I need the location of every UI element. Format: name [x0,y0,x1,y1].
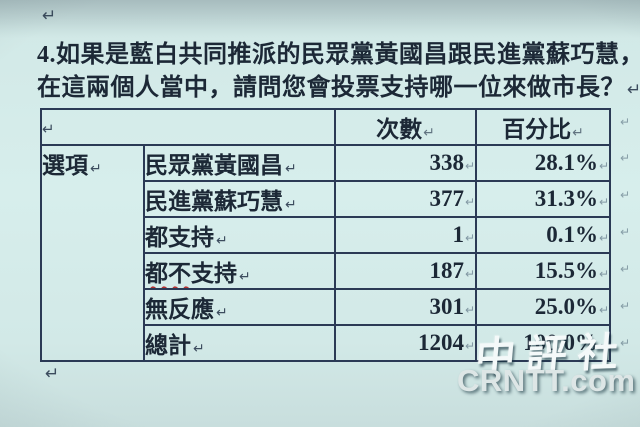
cell-end-mark-icon: ↵ [598,159,609,173]
count-value: 187 [429,258,464,283]
table-row: 都支持 ↵ 1↵ 0.1%↵ [41,216,611,254]
row-end-mark-icon: ↵ [620,225,631,239]
row-end-mark-icon: ↵ [620,188,631,202]
paragraph-mark-icon: ↵ [239,269,251,285]
cell-end-mark-icon: ↵ [464,339,475,353]
percent-cell: 15.5%↵ [475,252,611,290]
row-end-mark-icon: ↵ [620,115,631,129]
cell-end-mark-icon: ↵ [598,303,609,317]
header-blank-cell: ↵ [40,108,336,146]
cell-end-mark-icon: ↵ [464,159,475,173]
table-row: 選項 ↵ 民眾黨黃國昌 ↵ 338↵ 28.1%↵ [40,144,611,362]
row-end-mark-icon: ↵ [620,262,631,276]
percent-value: 0.1% [546,222,598,247]
row-end-mark-icon: ↵ [620,299,631,313]
count-cell: 187↵ [334,252,477,290]
cell-end-mark-icon: ↵ [464,267,475,281]
option-cell: 都不支持 ↵ [143,252,336,290]
cell-end-mark-icon: ↵ [598,231,609,245]
total-percent-value: 100.0% [523,330,598,355]
count-cell: 338↵ [334,144,477,182]
option-label: 都支持 [145,225,214,250]
paragraph-mark-bottom: ↵ [45,364,60,384]
percent-cell: 25.0%↵ [475,288,611,326]
count-value: 301 [429,294,464,319]
table-row: 都不支持 ↵ 187↵ 15.5%↵ [41,252,611,290]
row-end-mark-icon: ↵ [620,151,631,165]
option-label: 民眾黨黃國昌 [145,153,283,178]
results-table: ↵ 次數↵ 百分比↵ 選項 ↵ 民眾黨黃國昌 ↵ 338↵ 28.1%↵ 民進黨蘇巧… [40,108,611,362]
paragraph-mark-icon: ↵ [42,120,55,138]
count-value: 338 [429,150,464,175]
cell-end-mark-icon: ↵ [598,267,609,281]
watermark-crntt: CRNTT.com [457,363,636,398]
question-line-1: 4.如果是藍白共同推派的民眾黨黃國昌跟民進黨蘇巧慧， [37,42,640,68]
header-percent-cell: 百分比↵ [475,108,611,146]
option-cell: 總計 ↵ [143,324,336,362]
option-cell: 民進黨蘇巧慧 ↵ [143,180,336,218]
cell-end-mark-icon: ↵ [464,231,475,245]
percent-cell: 100.0%↵ [475,324,611,362]
count-column-label: 次數 [376,117,423,142]
header-count-cell: 次數↵ [334,108,477,146]
option-cell: 無反應 ↵ [143,288,336,326]
cell-end-mark-icon: ↵ [464,303,475,317]
row-group-cell: 選項 ↵ [40,144,145,362]
paragraph-mark-icon: ↵ [216,305,228,321]
paragraph-mark-top: ↵ [42,6,57,26]
count-value: 1 [452,222,464,247]
paragraph-mark-icon: ↵ [285,161,297,177]
paragraph-mark-icon: ↵ [193,341,205,357]
total-label: 總計 [145,333,191,358]
percent-value: 15.5% [534,258,598,283]
paragraph-mark-icon: ↵ [423,125,435,141]
option-label: 無反應 [145,297,214,322]
option-cell: 都支持 ↵ [143,216,336,254]
count-cell: 1204↵ [334,324,477,362]
row-group-label: 選項 [42,153,88,178]
percent-value: 28.1% [534,150,598,175]
paragraph-mark-icon: ↵ [216,233,228,249]
option-label: 民進黨蘇巧慧 [145,189,283,214]
percent-value: 25.0% [534,294,598,319]
row-end-mark-icon: ↵ [620,336,631,350]
percent-cell: 31.3%↵ [475,180,611,218]
table-header-row: ↵ 次數↵ 百分比↵ [40,108,611,146]
cell-end-mark-icon: ↵ [598,339,609,353]
paragraph-mark-icon: ↵ [90,161,102,177]
percent-cell: 0.1%↵ [475,216,611,254]
paragraph-mark-icon: ↵ [285,197,297,213]
total-count-value: 1204 [417,330,464,355]
percent-value: 31.3% [534,186,598,211]
count-cell: 377↵ [334,180,477,218]
percent-cell: 28.1%↵ [475,144,611,182]
count-value: 377 [429,186,464,211]
option-cell: 民眾黨黃國昌 ↵ [143,144,336,182]
table-row-total: 總計 ↵ 1204↵ 100.0%↵ [41,324,611,362]
paragraph-mark-icon: ↵ [627,80,640,100]
count-cell: 301↵ [334,288,477,326]
question-line-2: 在這兩個人當中，請問您會投票支持哪一位來做市長？ [37,75,625,101]
table-row: 民進黨蘇巧慧 ↵ 377↵ 31.3%↵ [41,180,611,218]
option-label: 支持 [191,261,237,286]
survey-question: 4.如果是藍白共同推派的民眾黨黃國昌跟民進黨蘇巧慧， 在這兩個人當中，請問您會投… [37,39,640,107]
table-row: 無反應 ↵ 301↵ 25.0%↵ [41,288,611,326]
cell-end-mark-icon: ↵ [598,195,609,209]
count-cell: 1↵ [334,216,477,254]
paragraph-mark-icon: ↵ [572,125,584,141]
option-label-spellchecked: 都不 [145,261,191,286]
cell-end-mark-icon: ↵ [464,195,475,209]
percent-column-label: 百分比 [502,117,572,142]
